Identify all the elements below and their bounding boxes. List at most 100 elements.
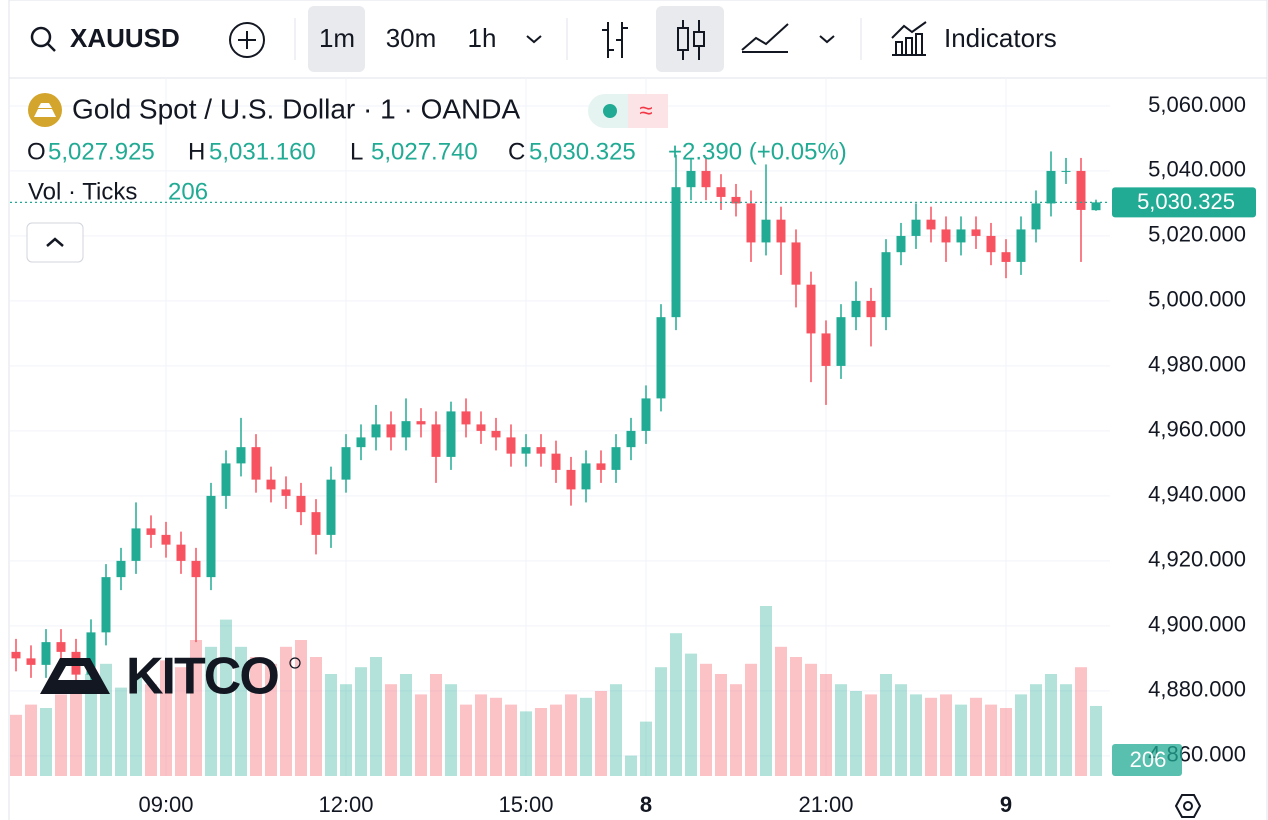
candles-icon[interactable]	[677, 20, 705, 60]
settings-button[interactable]	[1174, 794, 1202, 818]
chart-type-active-bg	[656, 6, 724, 72]
candle-body	[1076, 170, 1086, 210]
candle-body	[641, 398, 651, 431]
volume-bar	[880, 674, 892, 776]
candle-body	[506, 437, 516, 454]
candle-body	[896, 235, 906, 253]
volume-bar	[1015, 694, 1027, 776]
volume-bar	[325, 674, 337, 776]
volume-bar	[250, 657, 262, 776]
candle-body	[746, 203, 756, 243]
volume-bar	[235, 646, 247, 776]
volume-bar	[520, 711, 532, 776]
volume-bar	[1060, 684, 1072, 776]
settings-icon-center	[1183, 801, 1193, 811]
search-icon-handle	[47, 43, 56, 52]
volume-bar	[940, 694, 952, 776]
logo-registered	[289, 657, 301, 669]
candle-body	[1046, 170, 1056, 204]
x-tick-label: 21:00	[798, 792, 853, 817]
volume-bar	[505, 704, 517, 776]
ohlc-prefix: L	[350, 138, 363, 165]
candle-body	[1091, 202, 1101, 211]
candle-body	[431, 424, 441, 457]
candle-body	[686, 170, 696, 188]
volume-bar	[1045, 674, 1057, 776]
y-tick-label: 5,020.000	[1148, 222, 1246, 247]
volume-bar	[460, 704, 472, 776]
volume-bar	[895, 684, 907, 776]
chart-type-dropdown[interactable]	[819, 35, 835, 44]
interval-dropdown[interactable]	[526, 35, 542, 44]
interval-button[interactable]: 1h	[468, 23, 497, 53]
interval-button[interactable]: 30m	[386, 23, 437, 53]
volume-bar	[820, 674, 832, 776]
candle-body	[56, 642, 66, 652]
volume-bar	[640, 721, 652, 776]
candle-body	[551, 453, 561, 470]
volume-bar	[775, 646, 787, 776]
candle-body	[191, 560, 201, 578]
volume-bar	[1000, 708, 1012, 776]
volume-bar	[145, 684, 157, 776]
candle-body	[791, 242, 801, 285]
plot-area	[10, 78, 1110, 776]
candle-body	[926, 219, 936, 230]
volume-bar	[340, 684, 352, 776]
ohlc-value: 5,031.160	[209, 138, 316, 165]
symbol: XAUUSD	[70, 23, 180, 53]
volume-bar	[760, 606, 772, 776]
candle-body	[941, 229, 951, 243]
candle-body	[626, 430, 636, 448]
candle-body	[1001, 252, 1011, 262]
compare-button[interactable]	[229, 22, 265, 58]
status-pill-right	[628, 94, 668, 128]
volume-bar	[265, 663, 277, 776]
volume-bar	[355, 667, 367, 776]
candle-body	[1016, 229, 1026, 262]
candle-body	[446, 411, 456, 457]
volume-bar	[715, 674, 727, 776]
y-tick-label: 4,940.000	[1148, 482, 1246, 507]
plus-icon-cross	[238, 31, 256, 49]
plus-icon	[229, 22, 265, 58]
volume-bar	[625, 755, 637, 776]
candle-body	[161, 534, 171, 545]
volume-bar	[850, 691, 862, 776]
volume-bar	[970, 697, 982, 776]
volume-bar	[550, 704, 562, 776]
volume-bar	[295, 640, 307, 776]
candle-body	[836, 317, 846, 366]
y-tick-label: 4,880.000	[1148, 677, 1246, 702]
indicators-label: Indicators	[944, 23, 1057, 53]
volume-bar	[430, 674, 442, 776]
candle-body	[581, 463, 591, 490]
y-tick-label: 5,040.000	[1148, 157, 1246, 182]
volume-bar	[985, 704, 997, 776]
bars-icon[interactable]	[602, 22, 628, 58]
collapse-legend-button[interactable]	[26, 222, 84, 263]
candle-body	[911, 219, 921, 236]
volume-bar	[595, 691, 607, 776]
interval-button[interactable]: 1m	[319, 23, 355, 53]
volume-bar	[70, 687, 82, 776]
y-tick-label: 4,960.000	[1148, 417, 1246, 442]
candle-body	[251, 447, 261, 480]
volume-bar	[565, 694, 577, 776]
volume-bar	[925, 697, 937, 776]
indicators-button[interactable]: Indicators	[891, 21, 1057, 56]
symbol-search[interactable]: XAUUSD	[30, 23, 180, 53]
volume-bar	[490, 697, 502, 776]
volume-bar	[1090, 705, 1102, 776]
candle-body	[461, 411, 471, 425]
change-value: +2.390 (+0.05%)	[668, 138, 847, 165]
volume-bar	[280, 646, 292, 776]
volume-bar	[310, 657, 322, 776]
candle-body	[971, 229, 981, 236]
candle-body	[611, 447, 621, 470]
volume-bar	[865, 694, 877, 776]
area-icon[interactable]	[741, 23, 789, 53]
chart-title: Gold Spot / U.S. Dollar · 1 · OANDA	[72, 93, 520, 124]
candle-body	[761, 219, 771, 243]
volume-bar	[55, 694, 67, 776]
